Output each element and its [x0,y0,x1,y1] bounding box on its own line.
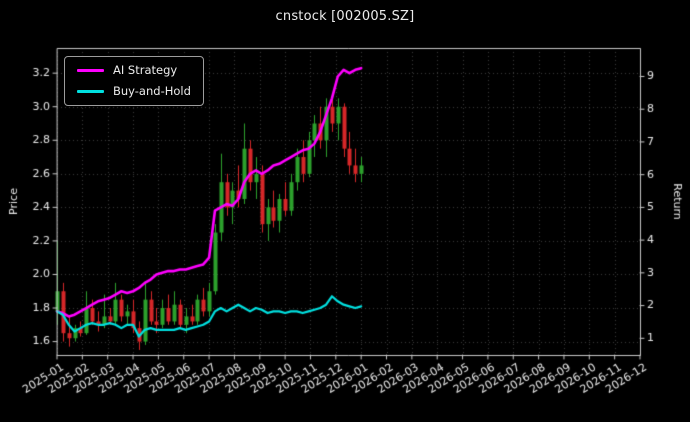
legend-label-ai-strategy: AI Strategy [113,63,178,77]
chart-title: cnstock [002005.SZ] [275,9,415,24]
legend-item-ai-strategy: AI Strategy [77,63,191,77]
buy-and-hold-line-swatch [77,89,104,93]
chart-legend: AI Strategy Buy-and-Hold [64,56,204,106]
legend-label-buy-and-hold: Buy-and-Hold [113,83,191,98]
legend-item-buy-and-hold: Buy-and-Hold [77,83,191,98]
ai-strategy-line-swatch [77,69,104,73]
